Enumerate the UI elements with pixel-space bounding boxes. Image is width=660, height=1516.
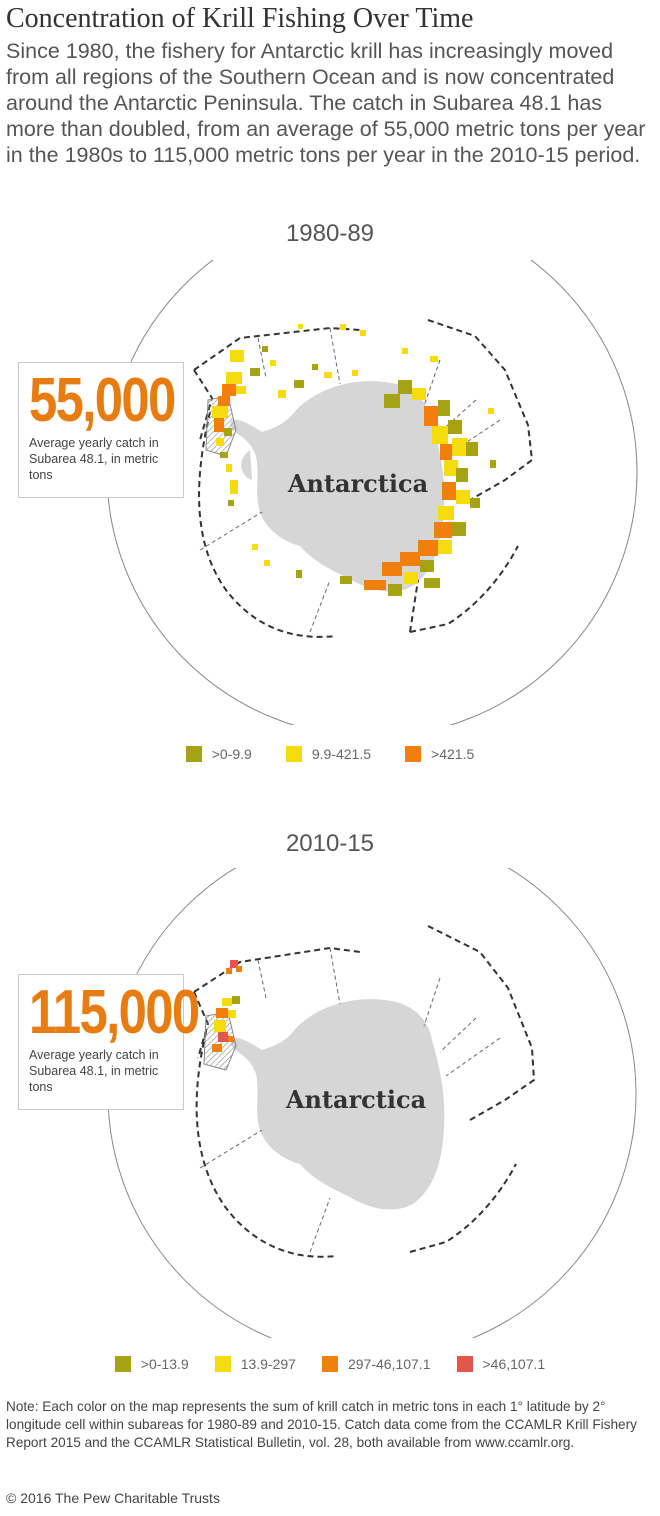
legend-swatch <box>185 746 202 762</box>
legend-swatch <box>456 1356 473 1372</box>
period-label-1980-89: 1980-89 <box>285 220 375 247</box>
legend-item: 9.9-421.5 <box>285 746 371 762</box>
catch-callout-2010-15: 115,000 Average yearly catch in Subarea … <box>18 974 200 1110</box>
legend-swatch <box>405 746 422 762</box>
legend-swatch <box>321 1356 338 1372</box>
antarctica-landmass <box>230 381 445 592</box>
legend-1980-89: >0-9.9 9.9-421.5 >421.5 <box>0 746 660 762</box>
legend-item: >0-9.9 <box>185 746 252 762</box>
subarea-dividers <box>199 947 501 1253</box>
footnote: Note: Each color on the map represents t… <box>6 1399 637 1450</box>
callout-caption: Average yearly catch in Subarea 48.1, in… <box>29 1048 159 1094</box>
legend-item: 13.9-297 <box>214 1356 296 1372</box>
period-label-2010-15: 2010-15 <box>285 830 375 857</box>
legend-2010-15: >0-13.9 13.9-297 297-46,107.1 >46,107.1 <box>0 1356 660 1372</box>
catch-cells-2010-15 <box>212 960 242 1052</box>
catch-callout-1980-89: 55,000 Average yearly catch in Subarea 4… <box>18 362 184 498</box>
callout-value: 115,000 <box>29 978 200 1047</box>
catch-cells-1980-89 <box>212 324 496 596</box>
callout-caption: Average yearly catch in Subarea 48.1, in… <box>29 436 159 482</box>
legend-item: >421.5 <box>405 746 474 762</box>
continent-label: Antarctica <box>285 1085 426 1114</box>
callout-value: 55,000 <box>29 366 176 435</box>
continent-label: Antarctica <box>287 469 428 498</box>
description: Since 1980, the fishery for Antarctic kr… <box>6 39 646 167</box>
ice-shelf <box>241 450 252 480</box>
page-title: Concentration of Krill Fishing Over Time <box>6 3 474 34</box>
legend-swatch <box>285 746 302 762</box>
subarea-dividers <box>199 327 501 633</box>
legend-item: 297-46,107.1 <box>321 1356 431 1372</box>
copyright: © 2016 The Pew Charitable Trusts <box>6 1490 220 1506</box>
krill-map-1980-89: Antarctica <box>106 260 638 725</box>
legend-item: >0-13.9 <box>114 1356 189 1372</box>
krill-map-2010-15: Antarctica <box>107 868 637 1338</box>
antarctica-landmass <box>230 999 445 1210</box>
legend-swatch <box>214 1356 231 1372</box>
legend-swatch <box>114 1356 131 1372</box>
legend-item: >46,107.1 <box>456 1356 545 1372</box>
